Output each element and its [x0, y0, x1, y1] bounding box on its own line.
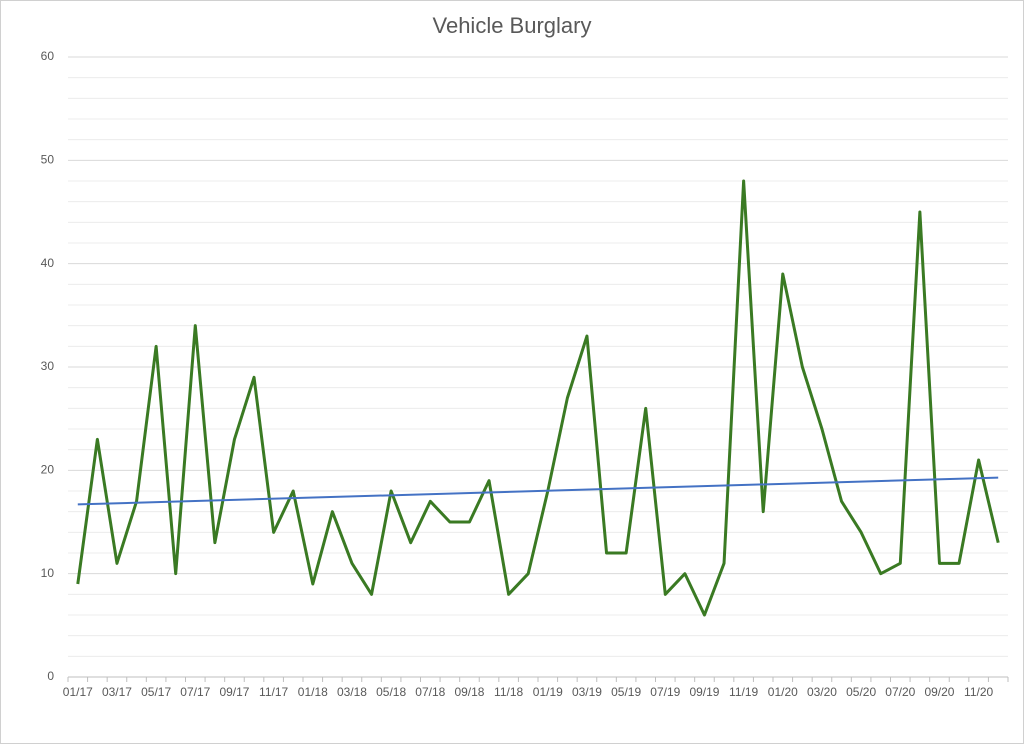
- x-tick-label: 01/19: [533, 685, 563, 699]
- x-tick-label: 07/18: [415, 685, 445, 699]
- x-tick-label: 09/20: [924, 685, 954, 699]
- x-tick-label: 01/20: [768, 685, 798, 699]
- x-tick-label: 11/19: [729, 685, 758, 699]
- x-tick-label: 11/20: [964, 685, 993, 699]
- y-tick-label: 30: [41, 359, 55, 373]
- y-tick-label: 60: [41, 49, 55, 63]
- x-tick-label: 03/19: [572, 685, 602, 699]
- data-line: [76, 179, 1000, 617]
- x-tick-label: 09/18: [454, 685, 484, 699]
- x-tick-label: 07/19: [650, 685, 680, 699]
- x-tick-label: 11/18: [494, 685, 523, 699]
- x-tick-label: 01/18: [298, 685, 328, 699]
- x-tick-label: 03/20: [807, 685, 837, 699]
- x-tick-label: 05/18: [376, 685, 406, 699]
- y-tick-label: 10: [41, 566, 55, 580]
- x-tick-label: 03/18: [337, 685, 367, 699]
- y-tick-label: 20: [41, 463, 55, 477]
- x-tick-label: 05/20: [846, 685, 876, 699]
- x-tick-label: 09/17: [219, 685, 249, 699]
- x-tick-label: 07/17: [180, 685, 210, 699]
- x-tick-label: 01/17: [63, 685, 93, 699]
- x-tick-label: 07/20: [885, 685, 915, 699]
- y-tick-label: 40: [41, 256, 55, 270]
- x-tick-label: 05/19: [611, 685, 641, 699]
- x-tick-label: 05/17: [141, 685, 171, 699]
- chart-title: Vehicle Burglary: [433, 13, 592, 38]
- x-tick-label: 11/17: [259, 685, 288, 699]
- trendline: [77, 476, 999, 506]
- y-tick-label: 50: [41, 153, 55, 167]
- y-tick-label: 0: [47, 669, 54, 683]
- x-tick-label: 09/19: [689, 685, 719, 699]
- x-tick-label: 03/17: [102, 685, 132, 699]
